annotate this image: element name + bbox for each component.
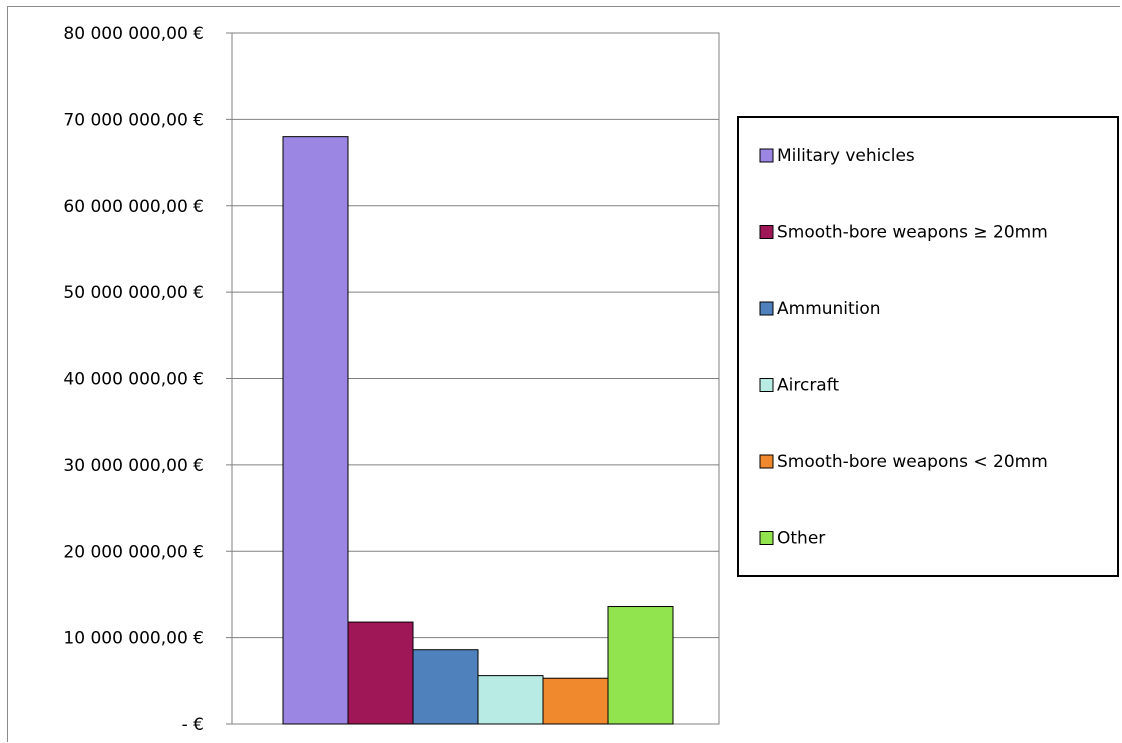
bar-1 — [347, 621, 414, 725]
legend-swatch — [759, 454, 774, 469]
legend-swatch — [759, 225, 774, 239]
y-tick-label: 10 000 000,00 € — [63, 629, 204, 649]
y-tick-label: 30 000 000,00 € — [63, 456, 204, 476]
y-tick-label: 80 000 000,00 € — [63, 24, 204, 44]
legend-label: Military vehicles — [777, 146, 915, 166]
bars — [282, 136, 674, 725]
legend-swatch — [759, 148, 774, 163]
chart-frame — [7, 6, 1120, 742]
bar-4 — [542, 677, 609, 725]
y-tick-label: 20 000 000,00 € — [63, 542, 204, 562]
bar-2 — [412, 649, 479, 725]
legend-label: Other — [777, 529, 825, 549]
legend-swatch — [759, 531, 774, 545]
y-tick-label: 70 000 000,00 € — [63, 110, 204, 130]
legend-swatch — [759, 301, 774, 316]
bar-3 — [477, 675, 544, 725]
legend-label: Smooth-bore weapons ≥ 20mm — [777, 223, 1048, 243]
y-tick-label: 50 000 000,00 € — [63, 283, 204, 303]
legend-label: Ammunition — [777, 299, 881, 319]
bar-5 — [607, 606, 674, 725]
y-tick-label: 40 000 000,00 € — [63, 370, 204, 390]
bar-0 — [282, 136, 349, 725]
y-axis-tick-labels: - € 10 000 000,00 € 20 000 000,00 € 30 000 … — [63, 24, 204, 735]
legend: Military vehicles Smooth-bore weapons ≥ 2… — [737, 116, 1119, 577]
legend-swatch — [759, 378, 774, 392]
y-tick-label: - € — [182, 715, 204, 735]
y-tick-label: 60 000 000,00 € — [63, 197, 204, 217]
legend-label: Aircraft — [777, 376, 839, 396]
legend-box — [737, 116, 1119, 577]
legend-label: Smooth-bore weapons < 20mm — [777, 452, 1048, 472]
